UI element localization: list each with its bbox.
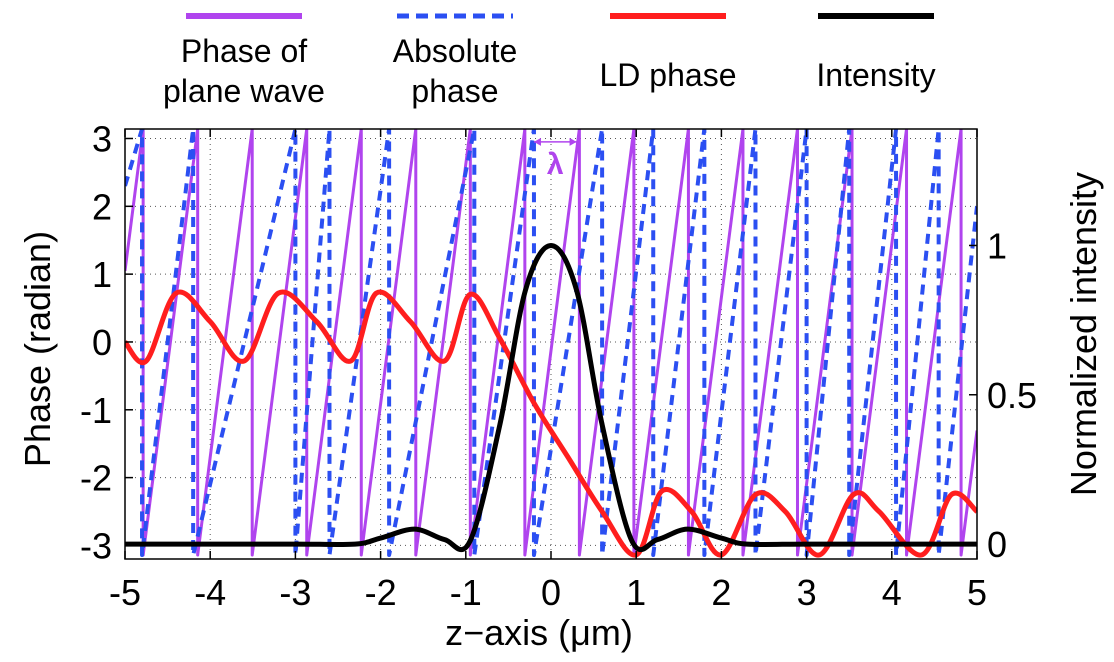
x-tick-label: 2 [711, 572, 731, 613]
legend-label: Phase of [181, 33, 307, 69]
y-right-tick-label: 1 [987, 225, 1007, 266]
y-axis-right-label: Normalized intensity [1063, 172, 1104, 496]
x-tick-label: 4 [882, 572, 902, 613]
y-left-tick-label: -2 [80, 458, 112, 499]
ticks: -5 -4 -3 -2 -1 0 1 2 3 4 5 -3 -2 -1 0 1 2 3 0 0.5 1 [80, 118, 1037, 613]
y-left-tick-label: 3 [92, 118, 112, 159]
x-tick-label: 5 [967, 572, 987, 613]
y-right-tick-label: 0 [987, 524, 1007, 565]
y-left-tick-label: 2 [92, 186, 112, 227]
legend-label: LD phase [600, 57, 737, 93]
series-layer [125, 129, 977, 558]
x-tick-label: 1 [626, 572, 646, 613]
annotation-arrowhead-right [569, 137, 577, 146]
annotation: λ [533, 137, 577, 181]
legend-label: plane wave [163, 73, 325, 109]
y-left-tick-label: 1 [92, 254, 112, 295]
series-absolute-phase [125, 129, 977, 558]
series-phase-of-plane-wave [125, 129, 977, 557]
series-intensity [125, 242, 977, 553]
x-tick-label: 0 [541, 572, 561, 613]
x-tick-label: -1 [450, 572, 482, 613]
legend-label: Intensity [816, 57, 935, 93]
x-tick-label: -5 [109, 572, 141, 613]
x-tick-label: 3 [797, 572, 817, 613]
y-axis-left-label: Phase (radian) [17, 231, 58, 467]
annotation-arrowhead-left [533, 137, 541, 146]
x-tick-label: -4 [194, 572, 226, 613]
x-tick-label: -3 [279, 572, 311, 613]
y-right-tick-label: 0.5 [987, 375, 1037, 416]
x-tick-label: -2 [365, 572, 397, 613]
y-left-tick-label: -1 [80, 390, 112, 431]
series-ld-phase [125, 289, 977, 558]
legend-label: phase [411, 73, 498, 109]
y-left-tick-label: -3 [80, 525, 112, 566]
x-axis-label: z−axis (μm) [445, 612, 633, 653]
y-left-tick-label: 0 [92, 322, 112, 363]
legend: Phase of plane wave Absolute phase LD phase I… [163, 13, 936, 109]
legend-label: Absolute [393, 33, 518, 69]
annotation-label: λ [547, 148, 564, 181]
